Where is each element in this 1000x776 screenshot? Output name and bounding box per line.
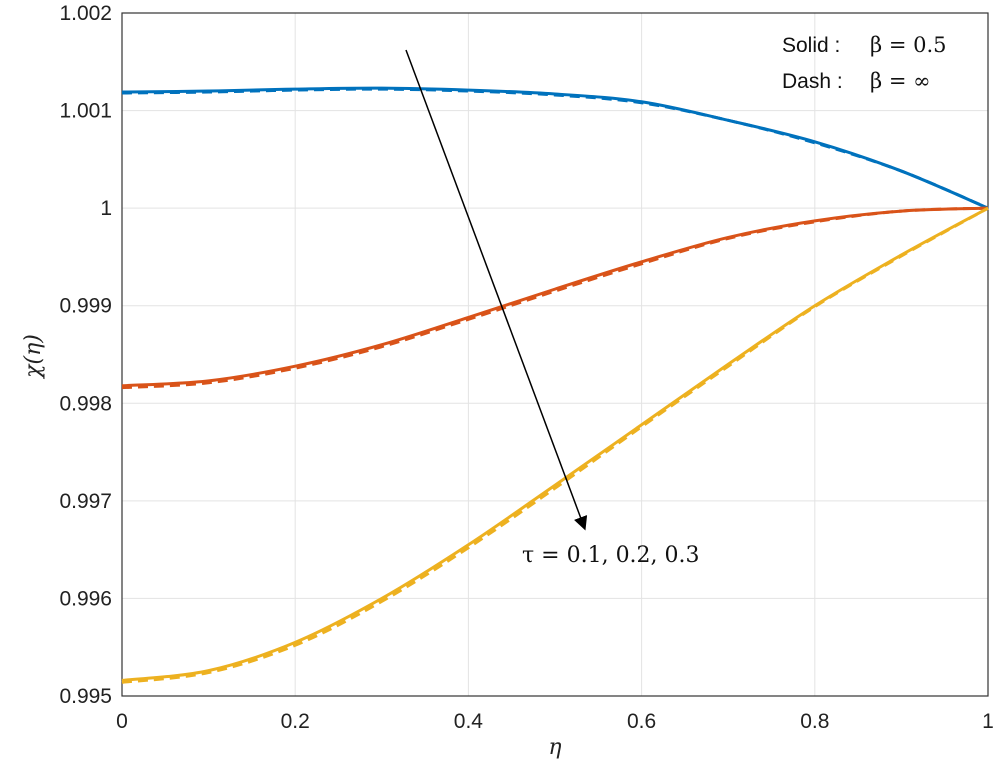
x-tick-label: 0 xyxy=(116,710,128,733)
x-tick-label: 0.8 xyxy=(800,710,829,733)
y-tick-label: 1.001 xyxy=(59,100,112,123)
x-tick-label: 0.4 xyxy=(454,710,484,733)
legend-dash-value: β = ∞ xyxy=(870,69,931,93)
plot-area xyxy=(121,12,989,697)
y-axis-label: χ(η) xyxy=(21,334,46,380)
tick-labels: 0 0.2 0.4 0.6 0.8 1 0.995 0.996 0.997 0.998 0.999 1… xyxy=(59,2,993,733)
series-line-5-dashed xyxy=(121,206,989,684)
legend-dash-label: Dash : xyxy=(782,70,843,93)
y-tick-label: 1 xyxy=(100,197,112,220)
y-tick-label: 0.996 xyxy=(59,587,112,610)
series-line-4-solid xyxy=(121,206,989,682)
y-tick-label: 0.997 xyxy=(59,490,112,513)
y-tick-label: 1.002 xyxy=(59,2,112,25)
legend-solid-label: Solid : xyxy=(782,34,840,57)
series-line-1-dashed xyxy=(121,87,989,210)
y-tick-label: 0.999 xyxy=(59,295,112,318)
series-layer xyxy=(121,86,989,684)
x-axis-label: η xyxy=(548,735,561,760)
legend: Solid : β = 0.5 Dash : β = ∞ xyxy=(782,33,946,93)
legend-solid-value: β = 0.5 xyxy=(870,33,946,57)
x-tick-label: 0.2 xyxy=(281,710,310,733)
annotation-text: τ = 0.1, 0.2, 0.3 xyxy=(522,543,700,568)
grid xyxy=(122,13,988,696)
y-tick-label: 0.995 xyxy=(59,685,112,708)
y-tick-label: 0.998 xyxy=(59,392,112,415)
annotation-arrow xyxy=(405,49,588,531)
series-line-3-dashed xyxy=(121,206,989,390)
x-tick-label: 1 xyxy=(982,710,994,733)
x-tick-label: 0.6 xyxy=(627,710,656,733)
